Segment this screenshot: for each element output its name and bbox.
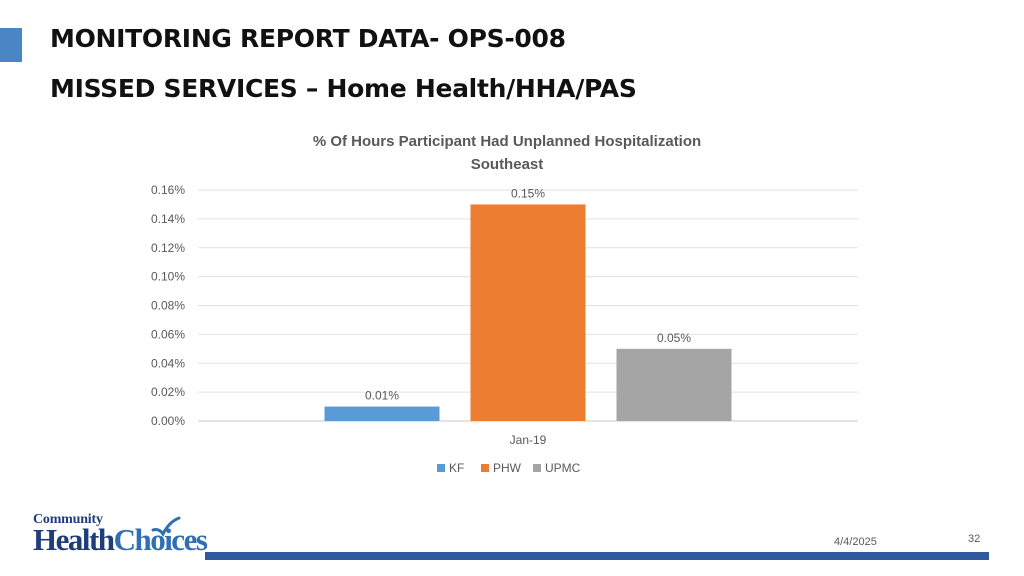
data-label-phw: 0.15% <box>511 186 545 200</box>
chart-subtitle: Southeast <box>471 156 544 173</box>
bar-upmc <box>616 348 732 421</box>
y-tick-label: 0.08% <box>151 299 185 313</box>
y-tick-label: 0.04% <box>151 356 185 370</box>
y-tick-label: 0.02% <box>151 385 185 399</box>
y-axis-tick-labels: 0.00% 0.02% 0.04% 0.06% 0.08% 0.10% 0.12% 0.14%… <box>151 183 185 428</box>
x-tick-label: Jan-19 <box>510 433 547 447</box>
legend-label-upmc: UPMC <box>545 461 581 475</box>
legend-swatch-kf <box>437 464 445 472</box>
logo-word-choices: Choices <box>113 522 208 557</box>
slide-number: 32 <box>968 533 981 545</box>
title-accent-square <box>0 28 22 62</box>
footer-date: 4/4/2025 <box>834 536 877 548</box>
y-tick-label: 0.00% <box>151 414 185 428</box>
y-tick-label: 0.16% <box>151 183 185 197</box>
y-tick-label: 0.06% <box>151 327 185 341</box>
legend-swatch-phw <box>481 464 489 472</box>
data-label-upmc: 0.05% <box>657 331 691 345</box>
legend-label-kf: KF <box>449 461 464 475</box>
footer-bar <box>205 552 989 560</box>
bar-kf <box>324 406 440 421</box>
chart-legend: KF PHW UPMC <box>437 461 581 475</box>
x-axis-tick-labels: Jan-19 <box>510 433 547 447</box>
slide-title-line-2: MISSED SERVICES – Home Health/HHA/PAS <box>50 74 637 103</box>
bar-data-labels: 0.01% 0.15% 0.05% <box>365 186 691 402</box>
bar-phw <box>470 204 586 421</box>
slide-title-line-1: MONITORING REPORT DATA- OPS-008 <box>50 24 566 53</box>
logo-wordmark: HealthChoices <box>33 522 208 558</box>
y-tick-label: 0.14% <box>151 212 185 226</box>
logo-checkmark-icon <box>151 516 181 537</box>
chart-title: % Of Hours Participant Had Unplanned Hos… <box>313 133 701 150</box>
data-label-kf: 0.01% <box>365 389 399 403</box>
y-tick-label: 0.12% <box>151 241 185 255</box>
legend-label-phw: PHW <box>493 461 522 475</box>
legend-swatch-upmc <box>533 464 541 472</box>
community-healthchoices-logo: Community HealthChoices <box>33 512 208 558</box>
logo-word-health: Health <box>33 522 115 557</box>
chart-bars <box>324 204 732 421</box>
y-tick-label: 0.10% <box>151 270 185 284</box>
logo-top-word: Community <box>33 512 103 527</box>
